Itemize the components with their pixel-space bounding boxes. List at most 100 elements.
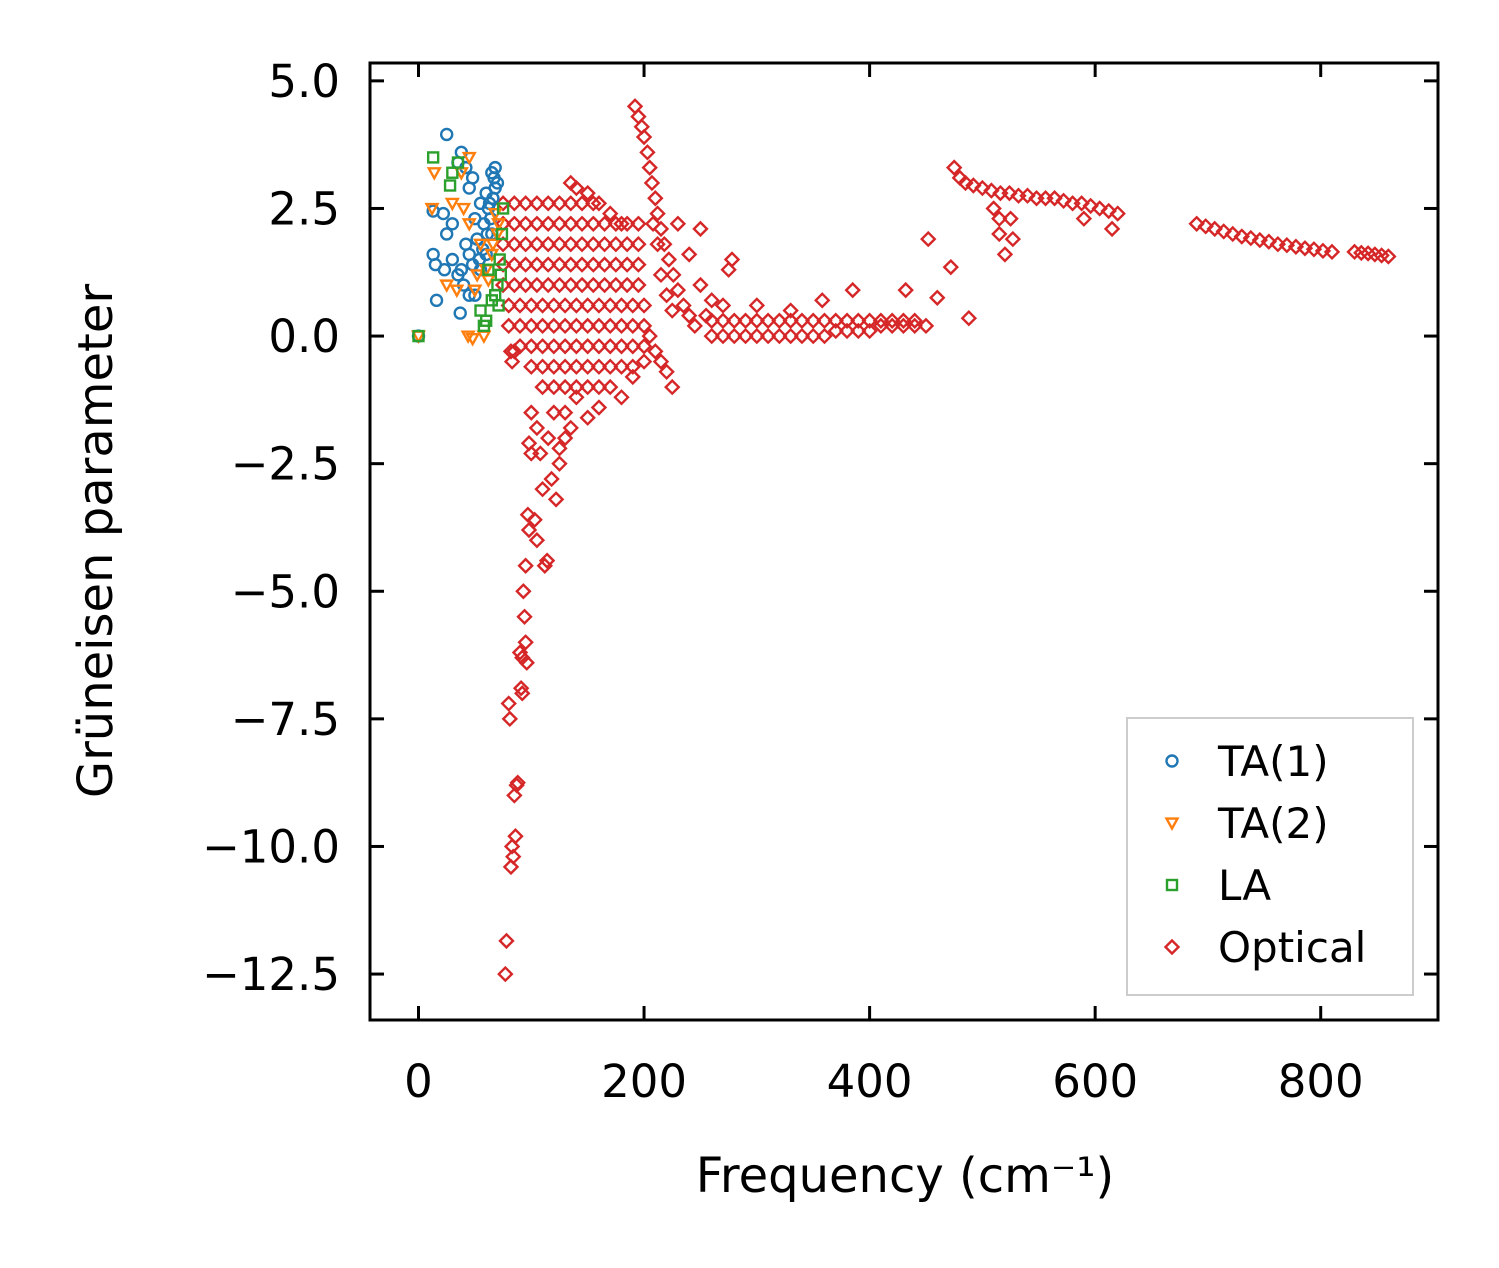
point-optical: [539, 429, 557, 447]
point-ta-1: [453, 306, 467, 320]
point-optical: [669, 215, 687, 232]
y-tick-label: 5.0: [268, 55, 340, 108]
point-ta-1: [439, 127, 454, 142]
point-optical: [720, 261, 737, 278]
point-optical: [630, 276, 647, 294]
point-optical: [957, 174, 974, 192]
point-optical: [618, 256, 636, 273]
point-optical: [579, 378, 596, 396]
point-optical: [545, 404, 563, 421]
point-optical: [737, 327, 754, 345]
point-optical: [1073, 195, 1090, 212]
point-optical: [613, 317, 630, 335]
point-optical: [545, 317, 563, 335]
y-tick-label: −10.0: [202, 820, 340, 873]
point-optical: [602, 205, 619, 222]
point-optical: [494, 276, 512, 294]
x-tick-label: 200: [601, 1055, 687, 1108]
point-optical: [827, 322, 844, 340]
point-optical: [630, 215, 647, 232]
point-ta-2: [476, 330, 492, 345]
point-optical: [506, 276, 523, 294]
point-optical: [686, 317, 703, 335]
point-la: [494, 268, 508, 282]
point-optical: [737, 312, 754, 329]
point-la: [443, 179, 457, 192]
point-optical: [641, 327, 658, 345]
point-optical: [585, 215, 602, 232]
point-optical: [782, 302, 799, 319]
point-optical: [942, 258, 959, 276]
point-optical: [714, 327, 732, 345]
point-optical: [649, 205, 666, 222]
point-optical: [1260, 233, 1278, 250]
point-optical: [523, 297, 540, 314]
point-optical: [534, 297, 551, 314]
point-la: [426, 151, 440, 164]
y-tick-label: −12.5: [202, 948, 340, 1001]
point-optical: [656, 235, 673, 253]
point-optical: [850, 312, 867, 329]
point-optical: [929, 289, 946, 306]
point-optical: [502, 858, 520, 876]
point-optical: [528, 195, 546, 212]
point-ta-2: [424, 202, 440, 217]
point-optical: [703, 312, 720, 329]
point-optical: [498, 932, 515, 950]
point-optical: [517, 256, 534, 273]
point-optical: [590, 317, 608, 335]
point-optical: [613, 297, 630, 314]
point-optical: [500, 317, 517, 335]
point-optical: [692, 220, 709, 238]
point-ta-2: [469, 269, 485, 283]
point-optical: [1103, 220, 1121, 238]
point-optical: [680, 307, 698, 324]
point-optical: [814, 292, 831, 309]
point-optical: [607, 276, 625, 294]
point-ta-2: [449, 284, 465, 299]
point-optical: [635, 338, 653, 355]
point-optical: [526, 511, 543, 529]
point-optical: [590, 358, 608, 375]
point-optical: [861, 322, 878, 340]
point-ta-1: [437, 263, 452, 277]
axis-ticks: 0 200 400 600 800 5.0 2.5 0.0 −2.5 −5.0 −7.5 −10.0 −…: [202, 55, 1438, 1108]
point-optical: [635, 297, 653, 314]
point-optical: [647, 190, 664, 207]
point-optical: [838, 312, 856, 329]
point-optical: [501, 710, 519, 728]
point-optical: [523, 404, 540, 421]
point-optical: [562, 235, 579, 253]
legend-label-la: LA: [1218, 861, 1271, 910]
point-ta-2: [456, 202, 472, 217]
y-tick-label: −2.5: [231, 438, 340, 491]
point-optical: [534, 317, 551, 335]
point-optical: [714, 312, 732, 329]
point-optical: [517, 634, 534, 651]
point-optical: [965, 177, 982, 194]
point-optical: [494, 256, 512, 273]
point-optical: [850, 322, 867, 340]
point-ta-2: [426, 167, 442, 181]
point-optical: [985, 200, 1002, 217]
point-optical: [996, 246, 1014, 263]
point-optical: [1242, 229, 1259, 247]
point-optical: [692, 276, 709, 294]
point-optical: [883, 317, 901, 335]
point-optical: [500, 695, 517, 712]
plot-frame: [368, 61, 1440, 1022]
point-optical: [1197, 218, 1214, 235]
point-optical: [516, 608, 533, 625]
point-la: [412, 329, 425, 343]
point-optical: [534, 480, 551, 498]
legend-marker-optical: [1163, 938, 1181, 956]
point-optical: [624, 358, 641, 375]
point-ta-2: [461, 151, 477, 166]
point-optical: [816, 327, 833, 345]
point-optical: [635, 128, 653, 146]
data-points: [410, 98, 1397, 983]
point-optical: [618, 276, 636, 294]
point-ta-2: [460, 330, 476, 345]
legend-marker-ta-1: [1165, 754, 1179, 768]
